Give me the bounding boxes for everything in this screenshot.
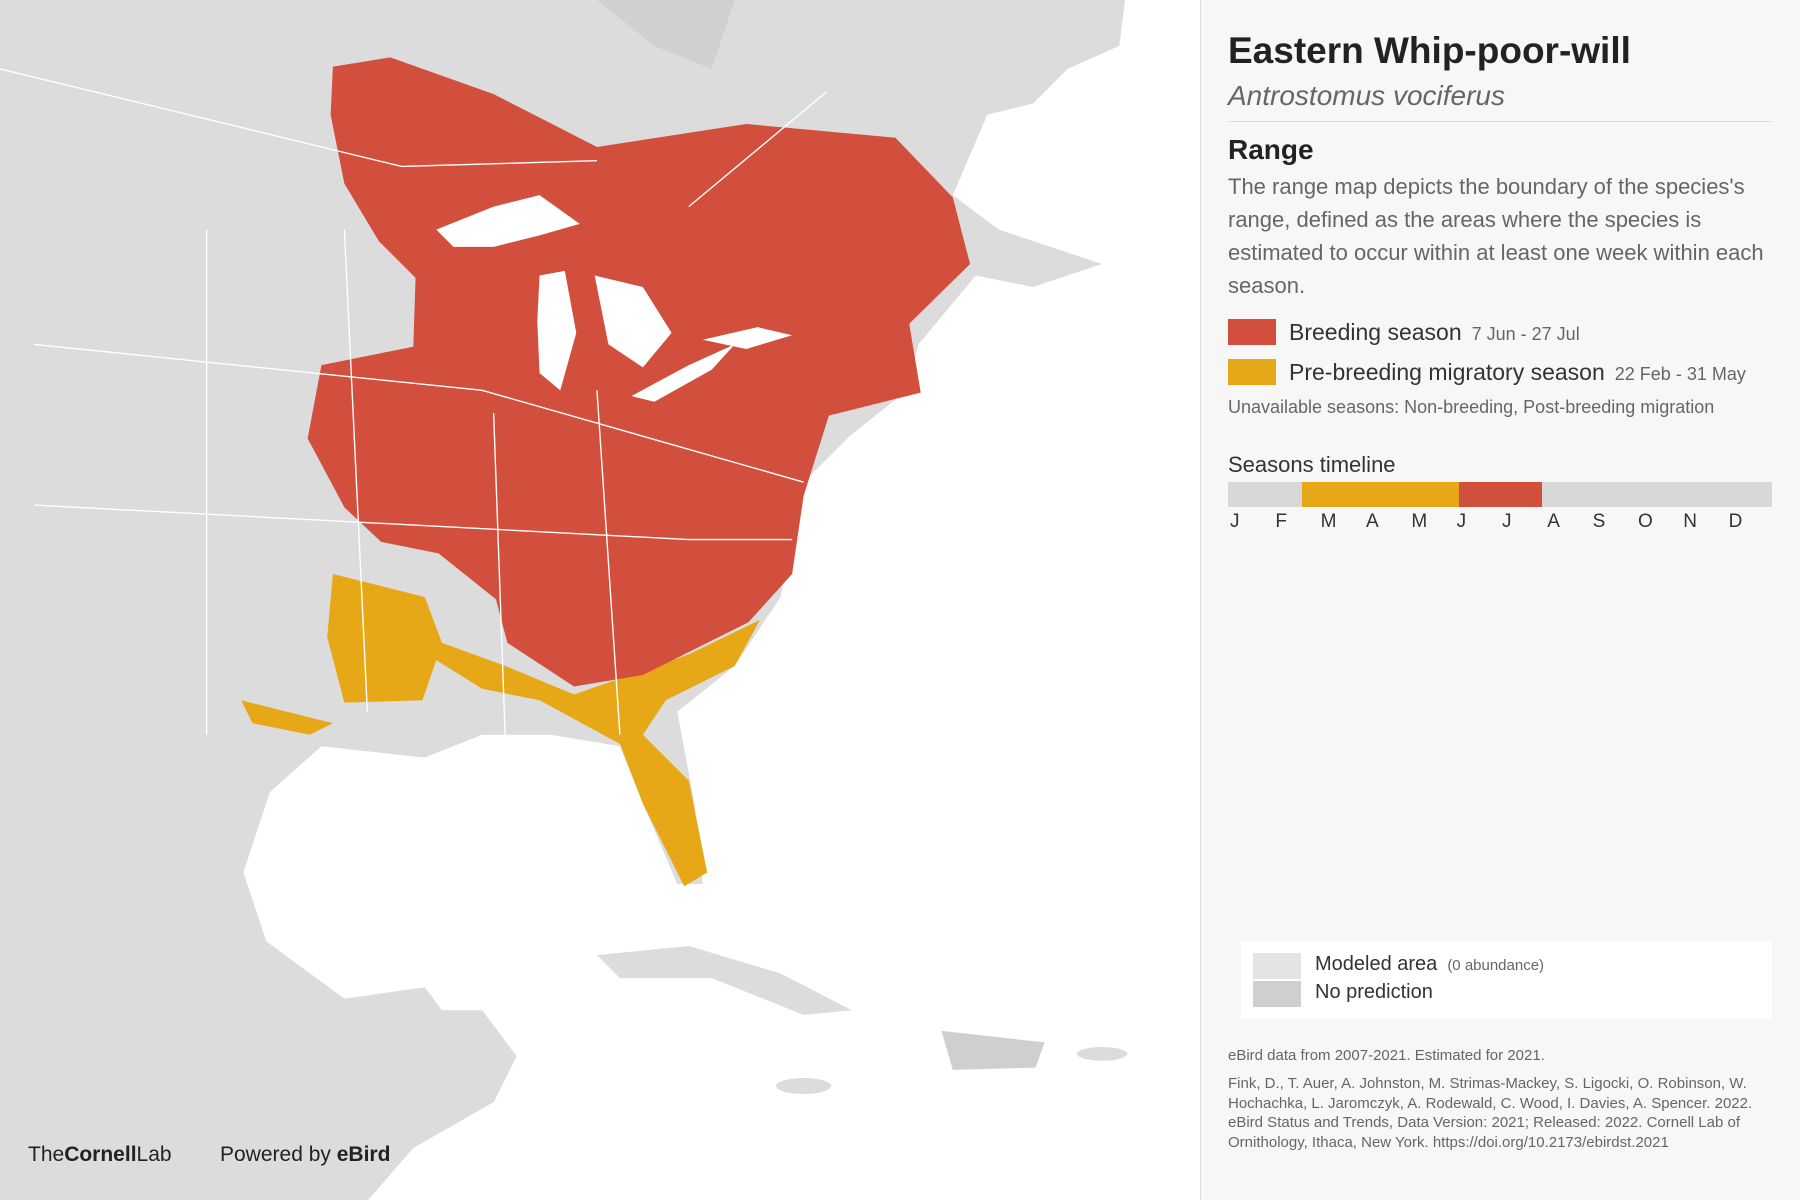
timeline-bar [1228, 482, 1772, 507]
border [343, 229, 369, 712]
description: The range map depicts the boundary of th… [1228, 174, 1764, 298]
legend-swatch [1228, 359, 1276, 385]
citation: Fink, D., T. Auer, A. Johnston, M. Strim… [1228, 1075, 1753, 1151]
legend-entry: Pre-breeding migratory season 22 Feb - 31… [1289, 359, 1746, 386]
month-label: S [1592, 511, 1606, 532]
map-legend: Modeled area (0 abundance) No prediction [1241, 941, 1772, 1019]
logo-text: Cornell [64, 1143, 137, 1166]
timeline-breeding [1459, 482, 1542, 507]
month-label: A [1547, 511, 1560, 532]
month-label: F [1275, 511, 1287, 532]
data-note: eBird data from 2007-2021. Estimated for… [1228, 1047, 1545, 1064]
hispaniola [941, 1030, 1045, 1070]
border [596, 390, 621, 735]
ebird-logo: Powered by eBird [220, 1143, 390, 1167]
border [0, 68, 597, 168]
legend-label: Modeled area [1315, 953, 1438, 975]
legend-label: No prediction [1315, 981, 1433, 1003]
month-label: J [1501, 511, 1512, 532]
month-label: M [1411, 511, 1428, 532]
month-label: A [1365, 511, 1379, 532]
divider [1228, 121, 1772, 122]
month-label: J [1230, 511, 1240, 532]
species-title: Eastern Whip-poor-will [1228, 30, 1631, 71]
legend-dates: 22 Feb - 31 May [1614, 364, 1746, 384]
legend-label: Pre-breeding migratory season [1289, 359, 1605, 385]
month-label: N [1683, 511, 1698, 532]
month-label: J [1456, 511, 1467, 532]
logo-text: Powered by [220, 1143, 331, 1166]
borders [0, 68, 828, 735]
lake-superior [436, 195, 580, 247]
legend-entry: Modeled area (0 abundance) [1315, 953, 1544, 976]
timeline-prebreeding [1302, 482, 1459, 507]
unavailable-note: Unavailable seasons: Non-breeding, Post-… [1228, 397, 1715, 417]
legend-entry: Breeding season 7 Jun - 27 Jul [1289, 319, 1580, 346]
map [0, 0, 1128, 1200]
range-breeding [307, 57, 971, 687]
month-label: M [1320, 511, 1337, 532]
logo-text: The [28, 1143, 65, 1166]
legend-dates: 7 Jun - 27 Jul [1471, 324, 1580, 344]
lake-erie [631, 344, 735, 402]
lake-ontario [702, 327, 793, 349]
legend-swatch [1253, 981, 1301, 1007]
lake-michigan [537, 270, 577, 391]
section-heading: Range [1228, 134, 1314, 165]
range-prebreeding [327, 574, 760, 887]
border [34, 343, 804, 483]
month-label: O [1637, 511, 1653, 532]
range-prebreeding-west [241, 700, 333, 735]
legend-swatch [1228, 319, 1276, 345]
logo-text: Lab [136, 1143, 172, 1166]
cuba [596, 945, 852, 1015]
cornell-logo: TheCornellLab [28, 1143, 172, 1167]
lake-huron [594, 275, 672, 368]
land-greenland [596, 0, 735, 69]
month-label: D [1728, 511, 1743, 532]
legend-note: (0 abundance) [1447, 957, 1545, 974]
side-panel: Eastern Whip-poor-will Antrostomus vocif… [1200, 0, 1800, 1200]
border [34, 504, 793, 541]
scientific-name: Antrostomus vociferus [1228, 80, 1505, 111]
map-layer [0, 0, 1128, 1200]
puerto-rico [1076, 1046, 1128, 1061]
border [688, 91, 828, 208]
legend-label: Breeding season [1289, 319, 1462, 345]
legend-swatch [1253, 953, 1301, 979]
border [492, 413, 506, 735]
logo-text: eBird [336, 1143, 391, 1166]
jamaica [776, 1077, 832, 1095]
timeline-title: Seasons timeline [1228, 452, 1396, 477]
